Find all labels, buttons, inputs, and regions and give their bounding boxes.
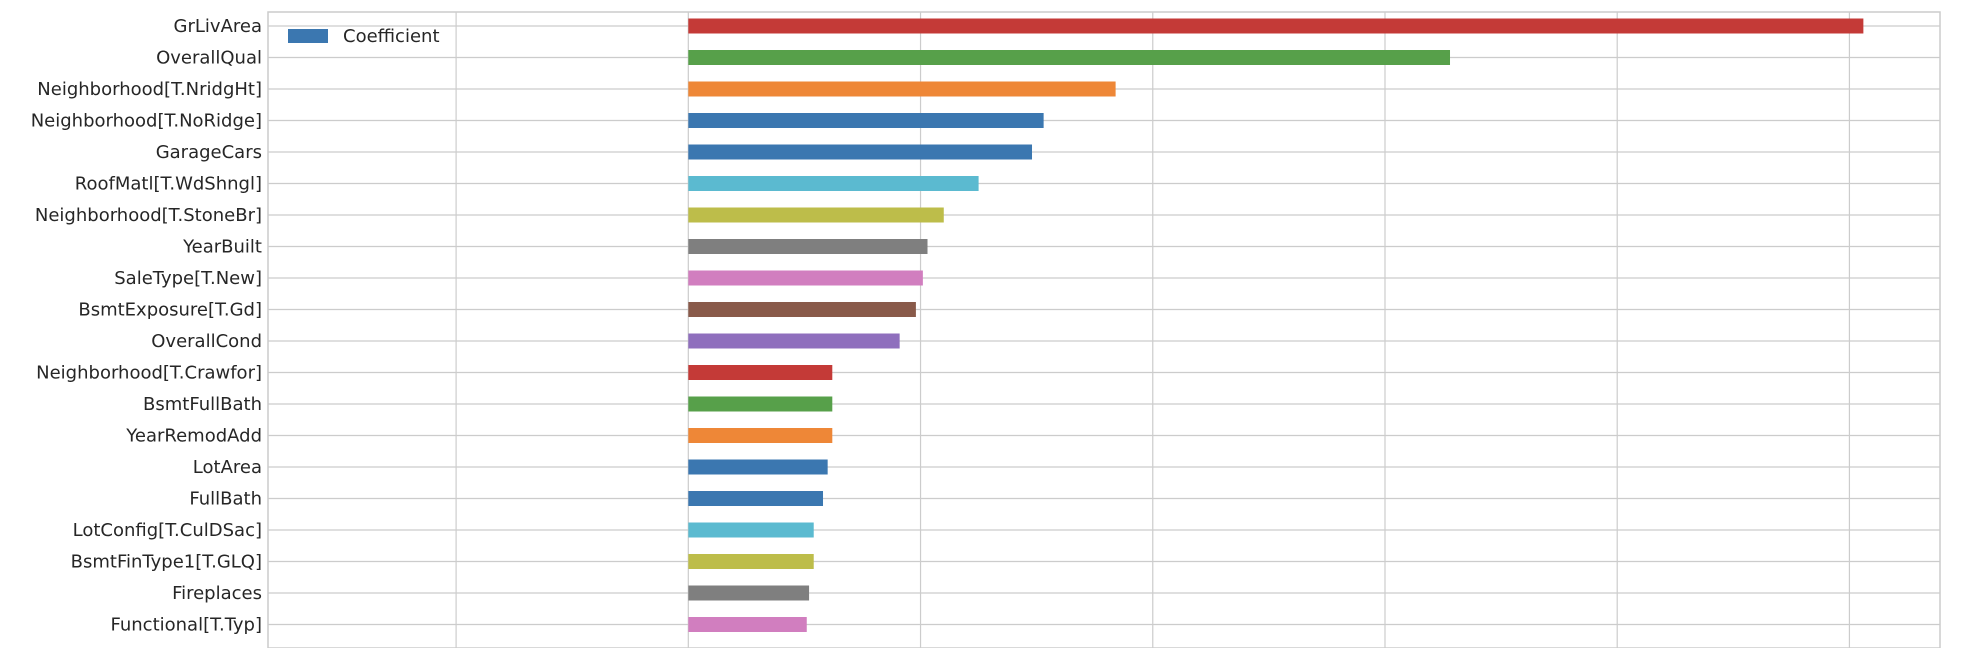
category-label: Neighborhood[T.Crawfor] [36, 363, 262, 384]
bar-fullbath [688, 491, 824, 506]
category-label: GrLivArea [174, 16, 262, 37]
category-label: Neighborhood[T.StoneBr] [35, 205, 262, 226]
bar-fireplaces [688, 585, 810, 601]
bar-bsmtfintype1-t-glq [688, 554, 814, 569]
category-label: BsmtFullBath [143, 394, 262, 415]
bar-roofmatl-t-wdshngl [688, 176, 979, 191]
category-label: RoofMatl[T.WdShngl] [75, 174, 262, 195]
bar-functional-t-typ [688, 617, 807, 632]
category-label: Functional[T.Typ] [111, 615, 263, 636]
category-label: FullBath [189, 489, 262, 510]
bar-bsmtfullbath [688, 396, 833, 412]
category-label: YearBuilt [182, 237, 262, 258]
category-label: GarageCars [156, 142, 262, 163]
bar-neighborhood-t-nridght [688, 81, 1116, 97]
grid-lines [268, 12, 1940, 648]
category-label: OverallCond [151, 331, 262, 352]
bar-overallcond [688, 333, 900, 349]
category-label: BsmtFinType1[T.GLQ] [71, 552, 262, 573]
bar-grlivarea [688, 18, 1864, 34]
category-label: LotConfig[T.CulDSac] [73, 520, 262, 541]
bar-yearremodadd [688, 428, 833, 443]
category-label: BsmtExposure[T.Gd] [78, 300, 262, 321]
legend: Coefficient [288, 26, 440, 47]
category-label: YearRemodAdd [125, 426, 262, 447]
legend-swatch [288, 29, 328, 43]
category-labels: GrLivArea OverallQual Neighborhood[T.Nridg… [31, 16, 262, 636]
bar-yearbuilt [688, 239, 928, 254]
category-label: SaleType[T.New] [114, 268, 262, 289]
bar-saletype-t-new [688, 270, 923, 286]
bar-neighborhood-t-stonebr [688, 207, 944, 223]
bar-bsmtexposure-t-gd [688, 302, 916, 317]
category-label: Fireplaces [172, 583, 262, 604]
bar-neighborhood-t-noridge [688, 113, 1044, 128]
bar-overallqual [688, 50, 1451, 65]
plot-area [267, 11, 1941, 648]
category-label: LotArea [193, 457, 262, 478]
category-label: OverallQual [156, 48, 262, 69]
category-label: Neighborhood[T.NridgHt] [37, 79, 262, 100]
bar-neighborhood-t-crawfor [688, 365, 833, 380]
bar-lotconfig-t-culdsac [688, 522, 814, 538]
bar-garagecars [688, 144, 1033, 160]
bar-lotarea [688, 459, 828, 475]
legend-label: Coefficient [343, 26, 440, 47]
category-label: Neighborhood[T.NoRidge] [31, 111, 262, 132]
bars [688, 18, 1864, 632]
